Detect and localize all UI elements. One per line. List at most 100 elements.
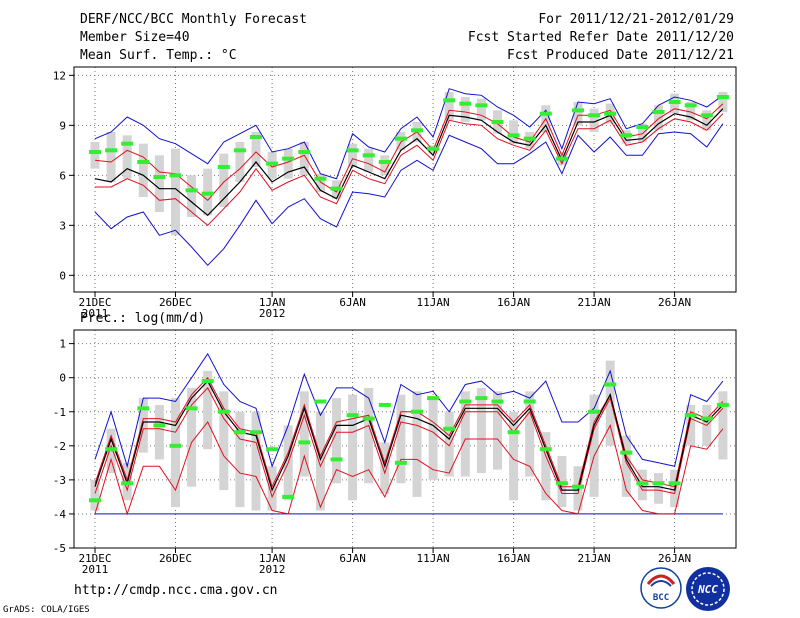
observed-marker [491, 399, 504, 404]
observed-marker [217, 165, 230, 169]
x-tick-label: 21DEC [78, 296, 111, 309]
ensemble-box [203, 370, 213, 450]
observed-marker [233, 148, 246, 153]
observed-marker [362, 416, 375, 421]
forecast-period: For 2011/12/21-2012/01/29 [538, 12, 734, 27]
ensemble-box [315, 173, 325, 192]
observed-marker [652, 481, 665, 486]
x-tick-label: 26JAN [658, 296, 691, 309]
source-url[interactable]: http://cmdp.ncc.cma.gov.cn [74, 583, 278, 598]
ensemble-box [444, 92, 454, 121]
spread-upper-line [94, 103, 724, 201]
observed-marker [572, 108, 584, 113]
y-tick-label: 0 [59, 269, 66, 282]
observed-marker [539, 447, 552, 452]
observed-marker [668, 100, 681, 104]
precip-title: Prec.: log(mm/d) [80, 311, 205, 326]
observed-marker [346, 148, 359, 153]
observed-marker [330, 457, 343, 462]
observed-marker [716, 95, 729, 99]
observed-marker [105, 148, 118, 153]
x-tick-label: 26JAN [658, 552, 691, 565]
spread-lowest-line [94, 421, 724, 516]
ensemble-box [460, 97, 470, 122]
ensemble-box [525, 391, 535, 477]
ensemble-box [106, 132, 116, 182]
observed-marker [185, 188, 198, 193]
observed-marker [346, 413, 359, 418]
x-tick-year: 2012 [259, 307, 286, 320]
observed-marker [684, 103, 697, 108]
observed-marker [523, 136, 536, 141]
grads-credit: GrADS: COLA/IGES [3, 605, 90, 615]
ensemble-box [251, 132, 261, 167]
observed-marker [201, 191, 214, 196]
ensemble-box [348, 394, 358, 501]
ensemble-box [332, 398, 341, 484]
chart-title: DERF/NCC/BCC Monthly Forecast [80, 12, 307, 27]
observed-marker [411, 409, 423, 414]
y-tick-label: 1 [59, 338, 66, 351]
observed-marker [668, 481, 681, 486]
y-tick-label: 12 [53, 69, 66, 82]
x-tick-label: 16JAN [497, 296, 530, 309]
ensemble-box [460, 391, 470, 477]
ensemble-mean-line [94, 108, 724, 217]
observed-marker [330, 186, 343, 191]
observed-marker [636, 125, 649, 129]
ensemble-box [251, 411, 261, 511]
ensemble-box [493, 391, 502, 470]
ensemble-box [589, 394, 599, 497]
x-tick-year: 2011 [82, 307, 109, 320]
ensemble-box [686, 404, 696, 446]
ensemble-box [235, 411, 245, 508]
observed-marker [121, 141, 134, 146]
ensemble-box [348, 143, 358, 167]
ensemble-mean-line [94, 380, 724, 492]
x-tick-label: 16JAN [497, 552, 530, 565]
ensemble-box [154, 155, 164, 212]
ensemble-box [154, 404, 164, 460]
observed-marker [362, 153, 375, 158]
ensemble-box [476, 387, 486, 474]
observed-marker [217, 409, 230, 414]
observed-marker [716, 402, 729, 407]
ensemble-box [396, 394, 406, 484]
ensemble-box [187, 387, 197, 487]
ncc-logo-text: NCC [697, 583, 718, 596]
ensemble-box [718, 391, 728, 460]
observed-marker [185, 406, 198, 411]
y-tick-label: -4 [53, 508, 67, 521]
observed-marker [233, 430, 246, 435]
ensemble-box [283, 148, 293, 179]
observed-marker [427, 396, 440, 401]
ensemble-box [171, 148, 180, 236]
observed-marker [523, 399, 536, 404]
observed-marker [169, 443, 182, 448]
x-tick-label: 11JAN [417, 296, 450, 309]
x-tick-year: 2011 [82, 563, 109, 576]
observed-marker [620, 450, 633, 455]
observed-marker [153, 175, 166, 179]
x-tick-label: 11JAN [417, 552, 450, 565]
ensemble-box [444, 411, 454, 477]
ensemble-box [428, 398, 438, 480]
observed-marker [137, 160, 150, 164]
y-tick-label: 0 [59, 372, 66, 385]
observed-marker [394, 136, 407, 141]
y-tick-label: -2 [53, 440, 66, 453]
ensemble-box [171, 398, 180, 508]
observed-marker [250, 430, 262, 435]
ensemble-box [605, 360, 615, 446]
observed-marker [459, 399, 472, 404]
ensemble-box [621, 435, 631, 497]
observed-marker [137, 406, 150, 411]
ensemble-box [235, 142, 245, 182]
x-tick-label: 26DEC [159, 296, 192, 309]
observed-marker [378, 402, 391, 407]
observed-marker [475, 103, 488, 108]
y-tick-label: 9 [59, 119, 66, 132]
observed-marker [89, 498, 101, 503]
observed-marker [636, 481, 649, 486]
